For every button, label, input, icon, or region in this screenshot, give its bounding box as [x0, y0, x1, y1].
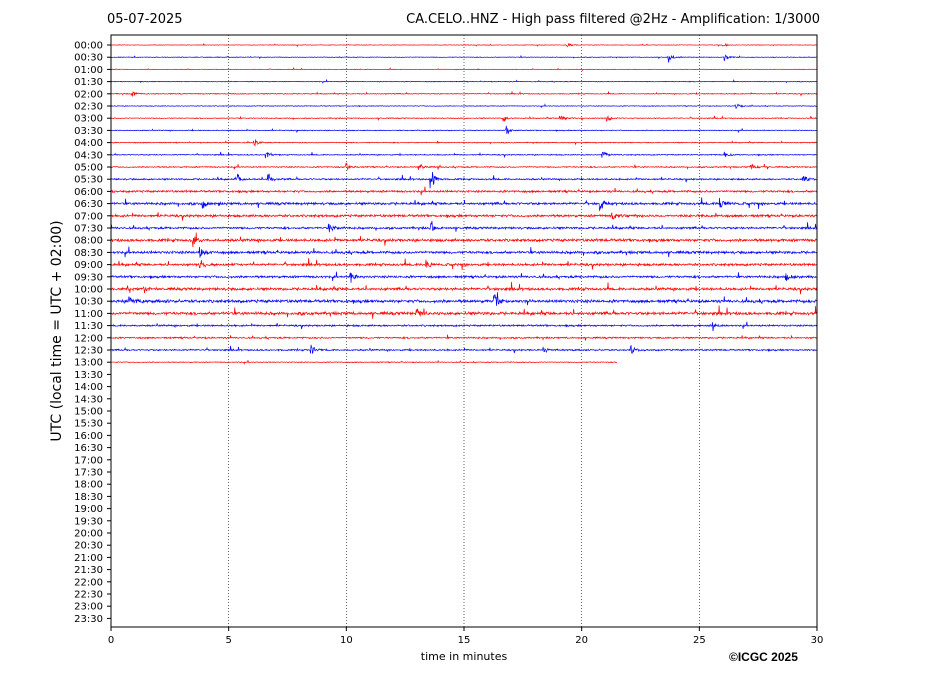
trace-0530: [110, 171, 818, 189]
y-tick-label: 06:00: [74, 187, 103, 198]
y-tick-label: 14:00: [74, 382, 103, 393]
y-tick-label: 09:30: [74, 272, 103, 283]
trace-0930: [110, 271, 818, 283]
y-tick-label: 18:30: [74, 492, 103, 503]
y-tick-label: 22:00: [74, 577, 103, 588]
trace-0330: [110, 125, 818, 135]
plot-frame: [110, 34, 818, 628]
y-tick-label: 01:00: [74, 65, 103, 76]
y-tick-label: 02:00: [74, 89, 103, 100]
y-tick-label: 12:30: [74, 346, 103, 357]
y-tick-label: 15:00: [74, 407, 103, 418]
y-tick-label: 23:00: [74, 602, 103, 613]
x-tick-label: 5: [225, 635, 231, 646]
y-tick-label: 07:30: [74, 224, 103, 235]
x-tick-label: 0: [108, 635, 114, 646]
y-tick-label: 21:30: [74, 565, 103, 576]
y-tick-label: 10:30: [74, 297, 103, 308]
trace-0100: [110, 66, 818, 72]
trace-0830: [110, 246, 818, 258]
vertical-grid: [228, 35, 700, 627]
y-tick-label: 00:00: [74, 41, 103, 52]
trace-1200: [110, 334, 818, 341]
trace-1030: [110, 292, 818, 306]
copyright-notice: ©ICGC 2025: [729, 650, 798, 664]
y-tick-label: 13:00: [74, 358, 103, 369]
y-tick-label: 06:30: [74, 199, 103, 210]
trace-0030: [110, 54, 818, 63]
y-tick-label: 08:30: [74, 248, 103, 259]
trace-0900: [110, 257, 818, 271]
trace-0430: [110, 151, 818, 159]
y-tick-label: 08:00: [74, 236, 103, 247]
y-tick-label: 17:30: [74, 468, 103, 479]
trace-1000: [110, 281, 818, 295]
y-tick-label: 21:00: [74, 553, 103, 564]
y-tick-label: 18:00: [74, 480, 103, 491]
x-tick-label: 30: [811, 635, 824, 646]
y-tick-label: 23:30: [74, 614, 103, 625]
trace-0130: [110, 78, 818, 84]
trace-1230: [110, 344, 818, 355]
trace-1300: [110, 359, 617, 366]
trace-0230: [110, 103, 818, 110]
y-tick-label: 09:00: [74, 260, 103, 271]
seismic-traces: [110, 42, 818, 366]
y-tick-label: 22:30: [74, 590, 103, 601]
y-tick-label: 01:30: [74, 77, 103, 88]
y-tick-label: 03:30: [74, 126, 103, 137]
x-axis: 0 5 10 15 20 25 30: [108, 627, 824, 646]
plot-date: 05-07-2025: [107, 12, 183, 27]
x-tick-label: 25: [693, 635, 706, 646]
y-tick-label: 14:30: [74, 394, 103, 405]
y-tick-label: 03:00: [74, 114, 103, 125]
trace-0600: [110, 186, 818, 196]
y-tick-label: 17:00: [74, 455, 103, 466]
y-tick-label: 04:00: [74, 138, 103, 149]
y-tick-label: 12:00: [74, 333, 103, 344]
trace-0200: [110, 90, 818, 97]
y-tick-label: 04:30: [74, 150, 103, 161]
trace-0000: [110, 42, 818, 48]
y-tick-label: 07:00: [74, 211, 103, 222]
plot-title: CA.CELO..HNZ - High pass filtered @2Hz -…: [406, 12, 820, 27]
x-axis-label: time in minutes: [421, 650, 508, 663]
y-tick-label: 13:30: [74, 370, 103, 381]
y-tick-label: 20:30: [74, 541, 103, 552]
y-tick-label: 05:00: [74, 163, 103, 174]
y-axis-label: UTC (local time = UTC + 02:00): [49, 220, 65, 441]
trace-0300: [110, 115, 818, 122]
y-tick-label: 00:30: [74, 53, 103, 64]
trace-0700: [110, 212, 818, 221]
trace-1130: [110, 321, 818, 332]
trace-1100: [110, 305, 818, 319]
y-tick-label: 11:30: [74, 321, 103, 332]
trace-0730: [110, 220, 818, 233]
trace-0500: [110, 162, 818, 171]
x-tick-label: 10: [340, 635, 353, 646]
y-tick-label: 20:00: [74, 529, 103, 540]
y-tick-label: 16:00: [74, 431, 103, 442]
x-tick-label: 15: [458, 635, 471, 646]
y-tick-label: 05:30: [74, 175, 103, 186]
trace-0630: [110, 197, 818, 212]
y-tick-label: 11:00: [74, 309, 103, 320]
y-tick-label: 10:00: [74, 285, 103, 296]
y-tick-label: 15:30: [74, 419, 103, 430]
y-tick-label: 19:00: [74, 504, 103, 515]
y-tick-label: 02:30: [74, 102, 103, 113]
x-tick-label: 20: [575, 635, 588, 646]
y-tick-label: 16:30: [74, 443, 103, 454]
trace-0800: [110, 232, 818, 247]
trace-0400: [110, 139, 818, 147]
y-tick-label: 19:30: [74, 516, 103, 527]
